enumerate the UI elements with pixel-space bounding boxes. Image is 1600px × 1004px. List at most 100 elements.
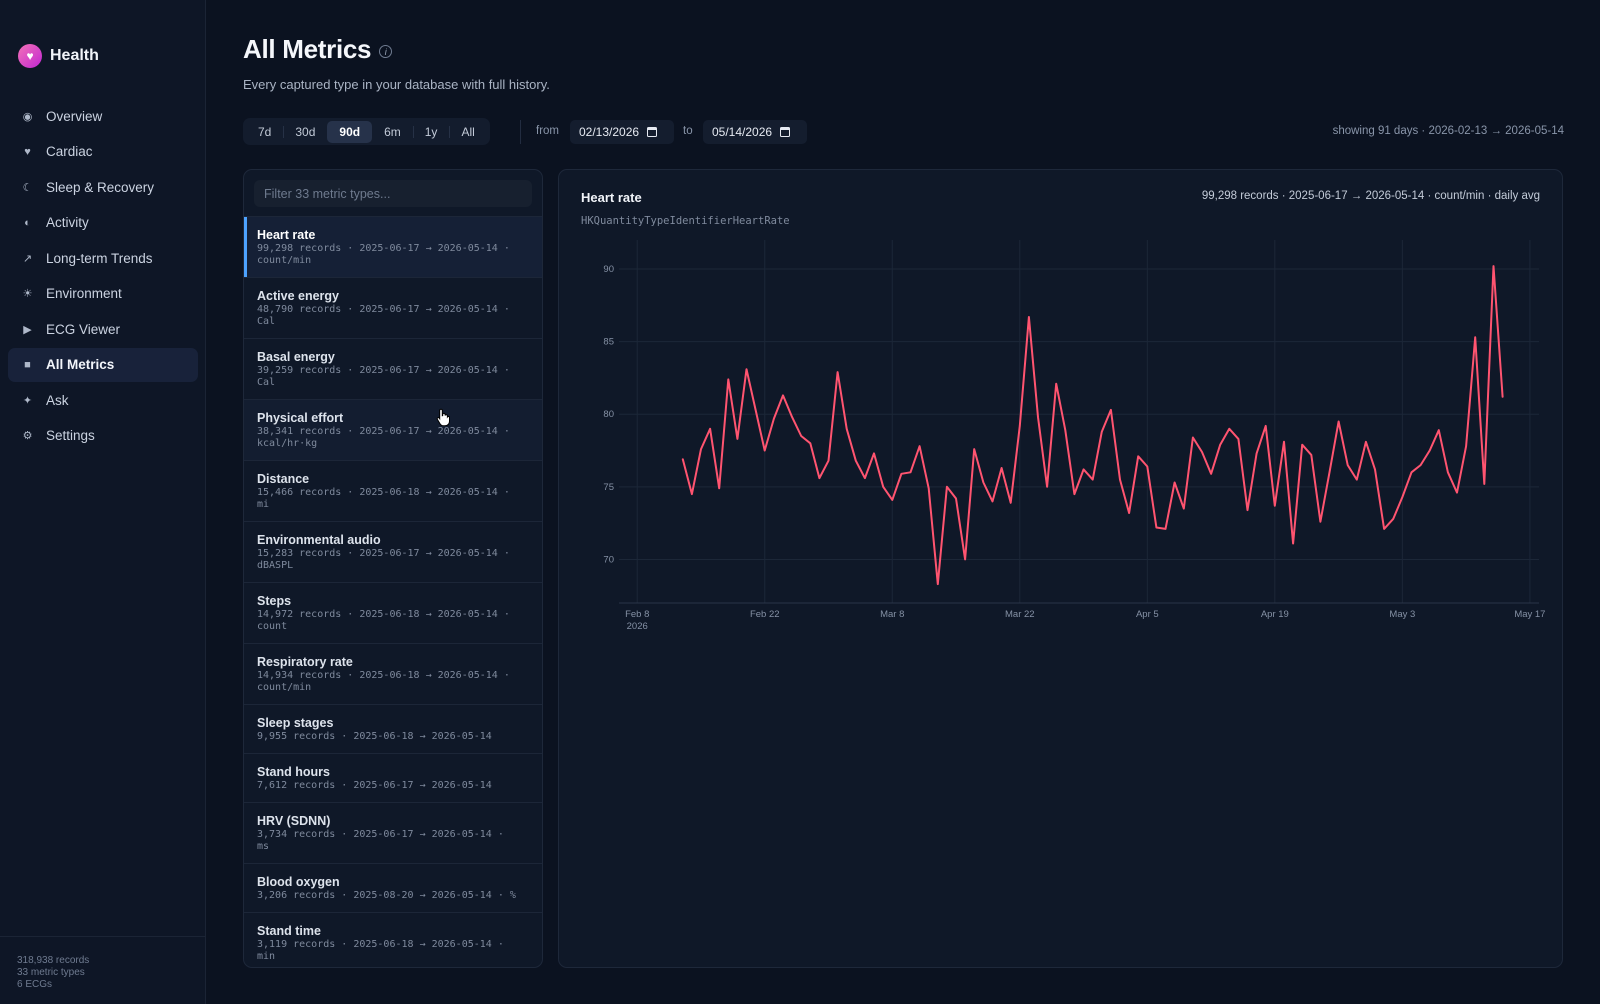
sidebar-item-label: Long-term Trends bbox=[46, 250, 153, 266]
x-tick-label: Apr 5 bbox=[1136, 609, 1159, 620]
metric-unit: Cal bbox=[257, 377, 276, 388]
metric-list-item[interactable]: Blood oxygen 3,206 records · 2025-08-20 →… bbox=[244, 863, 542, 912]
metric-list-item[interactable]: Steps 14,972 records · 2025-06-18 → 2026-… bbox=[244, 582, 542, 643]
range-button-6m[interactable]: 6m bbox=[384, 124, 401, 139]
metric-meta: 38,341 records · 2025-06-17 → 2026-05-14… bbox=[257, 426, 532, 450]
metric-name: Heart rate bbox=[257, 228, 316, 242]
from-date-input[interactable]: 02/13/2026 bbox=[570, 120, 674, 144]
metric-meta: 15,283 records · 2025-06-17 → 2026-05-14… bbox=[257, 548, 532, 572]
sidebar-item-label: Sleep & Recovery bbox=[46, 179, 155, 195]
sidebar-item-label: ECG Viewer bbox=[46, 321, 121, 337]
sidebar-item-long-term-trends[interactable]: ↗ Long-term Trends bbox=[8, 241, 198, 275]
showing-range-text: showing 91 days · 2026-02-13 → 2026-05-1… bbox=[1332, 125, 1564, 137]
brand[interactable]: ♥ Health bbox=[18, 44, 99, 68]
metric-name: Sleep stages bbox=[257, 716, 334, 730]
metric-list-item[interactable]: Distance 15,466 records · 2025-06-18 → 20… bbox=[244, 460, 542, 521]
info-icon[interactable]: i bbox=[379, 45, 393, 58]
metric-meta-line: 15,466 records · 2025-06-18 → 2026-05-14… bbox=[257, 487, 510, 498]
metric-unit: count/min bbox=[257, 682, 312, 693]
range-button-30d[interactable]: 30d bbox=[283, 121, 327, 143]
metric-name: Basal energy bbox=[257, 350, 335, 364]
metric-meta-line: 15,283 records · 2025-06-17 → 2026-05-14… bbox=[257, 548, 510, 559]
calendar-icon[interactable] bbox=[780, 127, 791, 137]
metric-name: Active energy bbox=[257, 289, 339, 303]
metric-name: Respiratory rate bbox=[257, 655, 353, 669]
metric-meta-line: 48,790 records · 2025-06-17 → 2026-05-14… bbox=[257, 304, 510, 315]
metric-list-item[interactable]: HRV (SDNN) 3,734 records · 2025-06-17 → 2… bbox=[244, 802, 542, 863]
square-icon: ■ bbox=[24, 358, 31, 371]
metric-list-item[interactable]: Active energy 48,790 records · 2025-06-17… bbox=[244, 277, 542, 338]
sidebar-item-label: Settings bbox=[46, 428, 95, 443]
metric-list-item[interactable]: Respiratory rate 14,934 records · 2025-06… bbox=[244, 643, 542, 704]
metric-list-item[interactable]: Stand time 3,119 records · 2025-06-18 → 2… bbox=[244, 912, 542, 967]
page-subtitle: Every captured type in your database wit… bbox=[243, 77, 550, 92]
range-button-1y[interactable]: 1y bbox=[412, 121, 450, 143]
to-date-input[interactable]: 05/14/2026 bbox=[703, 120, 807, 144]
sidebar-item-label: Ask bbox=[46, 392, 69, 408]
range-button-all[interactable]: All bbox=[449, 121, 486, 143]
x-tick-label: Mar 22 bbox=[1005, 609, 1035, 620]
metric-filter-input[interactable] bbox=[254, 180, 532, 207]
moon-icon: ☾ bbox=[22, 181, 33, 194]
sidebar-item-activity[interactable]: ◐ Activity bbox=[8, 206, 198, 240]
metric-list-item[interactable]: Basal energy 39,259 records · 2025-06-17 … bbox=[244, 338, 542, 399]
y-tick-label: 70 bbox=[603, 554, 614, 565]
hand-cursor-icon bbox=[436, 408, 450, 426]
sidebar-item-sleep-recovery[interactable]: ☾ Sleep & Recovery bbox=[8, 170, 198, 204]
range-button-90d[interactable]: 90d bbox=[327, 120, 373, 143]
metric-meta-line: 39,259 records · 2025-06-17 → 2026-05-14… bbox=[257, 365, 510, 376]
sidebar-item-all-metrics[interactable]: ■ All Metrics bbox=[8, 347, 198, 382]
x-tick-sublabel: 2026 bbox=[627, 621, 648, 632]
range-button-7d[interactable]: 7d bbox=[258, 124, 272, 139]
metric-unit: Cal bbox=[257, 316, 276, 327]
sidebar: ♥ Health ◉ Overview ♥ Cardiac ☾ Sleep & Recov… bbox=[0, 0, 206, 1004]
metric-unit: dBASPL bbox=[257, 560, 294, 571]
footer-records: 318,938 records bbox=[17, 955, 90, 966]
sidebar-item-cardiac[interactable]: ♥ Cardiac bbox=[8, 135, 198, 169]
sidebar-item-settings[interactable]: ⚙ Settings bbox=[8, 419, 198, 453]
metric-list-item[interactable]: Sleep stages 9,955 records · 2025-06-18 →… bbox=[244, 704, 542, 753]
x-tick-label: Mar 8 bbox=[880, 609, 904, 620]
metric-list-item[interactable]: Stand hours 7,612 records · 2025-06-17 → … bbox=[244, 753, 542, 802]
half-circle-icon: ◐ bbox=[24, 216, 31, 229]
metric-meta: 15,466 records · 2025-06-18 → 2026-05-14… bbox=[257, 487, 532, 511]
y-tick-label: 85 bbox=[603, 337, 614, 348]
x-tick-label: Feb 8 bbox=[625, 609, 649, 620]
page-header: All Metrics i bbox=[243, 34, 393, 65]
metric-meta-line: 14,934 records · 2025-06-18 → 2026-05-14… bbox=[257, 670, 510, 681]
chart-meta: 99,298 records · 2025-06-17 → 2026-05-14… bbox=[1201, 190, 1540, 202]
to-label: to bbox=[683, 125, 693, 137]
metric-list-item[interactable]: Environmental audio 15,283 records · 2025… bbox=[244, 521, 542, 582]
metric-meta: 39,259 records · 2025-06-17 → 2026-05-14… bbox=[257, 365, 532, 389]
metric-unit: kcal/hr·kg bbox=[257, 438, 318, 449]
sidebar-item-label: Overview bbox=[46, 108, 103, 124]
play-icon: ▶ bbox=[23, 323, 32, 336]
metric-meta: 14,934 records · 2025-06-18 → 2026-05-14… bbox=[257, 670, 532, 694]
metric-unit: ms bbox=[257, 841, 270, 852]
metric-name: Distance bbox=[257, 472, 310, 486]
metric-list-item[interactable]: Physical effort 38,341 records · 2025-06-… bbox=[244, 399, 542, 460]
metric-meta-line: 3,119 records · 2025-06-18 → 2026-05-14 … bbox=[257, 939, 504, 950]
chart-title: Heart rate bbox=[581, 190, 642, 205]
metric-name: Steps bbox=[257, 594, 292, 608]
sidebar-item-environment[interactable]: ☀ Environment bbox=[8, 277, 198, 311]
x-tick-label: Feb 22 bbox=[750, 609, 780, 620]
metric-meta-line: 9,955 records · 2025-06-18 → 2026-05-14 bbox=[257, 731, 492, 742]
metric-meta: 3,734 records · 2025-06-17 → 2026-05-14 … bbox=[257, 829, 532, 853]
sidebar-item-label: Activity bbox=[46, 215, 89, 230]
metric-meta-line: 14,972 records · 2025-06-18 → 2026-05-14… bbox=[257, 609, 510, 620]
metric-meta: 14,972 records · 2025-06-18 → 2026-05-14… bbox=[257, 609, 532, 633]
metric-list-item[interactable]: Heart rate 99,298 records · 2025-06-17 → … bbox=[244, 216, 542, 277]
sidebar-item-overview[interactable]: ◉ Overview bbox=[8, 99, 198, 133]
calendar-icon[interactable] bbox=[647, 127, 658, 137]
x-tick-label: May 3 bbox=[1389, 609, 1415, 620]
sidebar-nav: ◉ Overview ♥ Cardiac ☾ Sleep & Recovery ◐ Activ… bbox=[8, 99, 198, 454]
metric-name: Stand time bbox=[257, 924, 321, 938]
metric-unit: mi bbox=[257, 499, 270, 510]
sidebar-item-ecg-viewer[interactable]: ▶ ECG Viewer bbox=[8, 312, 198, 346]
sidebar-item-label: All Metrics bbox=[46, 357, 115, 372]
sidebar-item-ask[interactable]: ✦ Ask bbox=[8, 383, 198, 417]
metric-meta-line: 7,612 records · 2025-06-17 → 2026-05-14 bbox=[257, 780, 492, 791]
